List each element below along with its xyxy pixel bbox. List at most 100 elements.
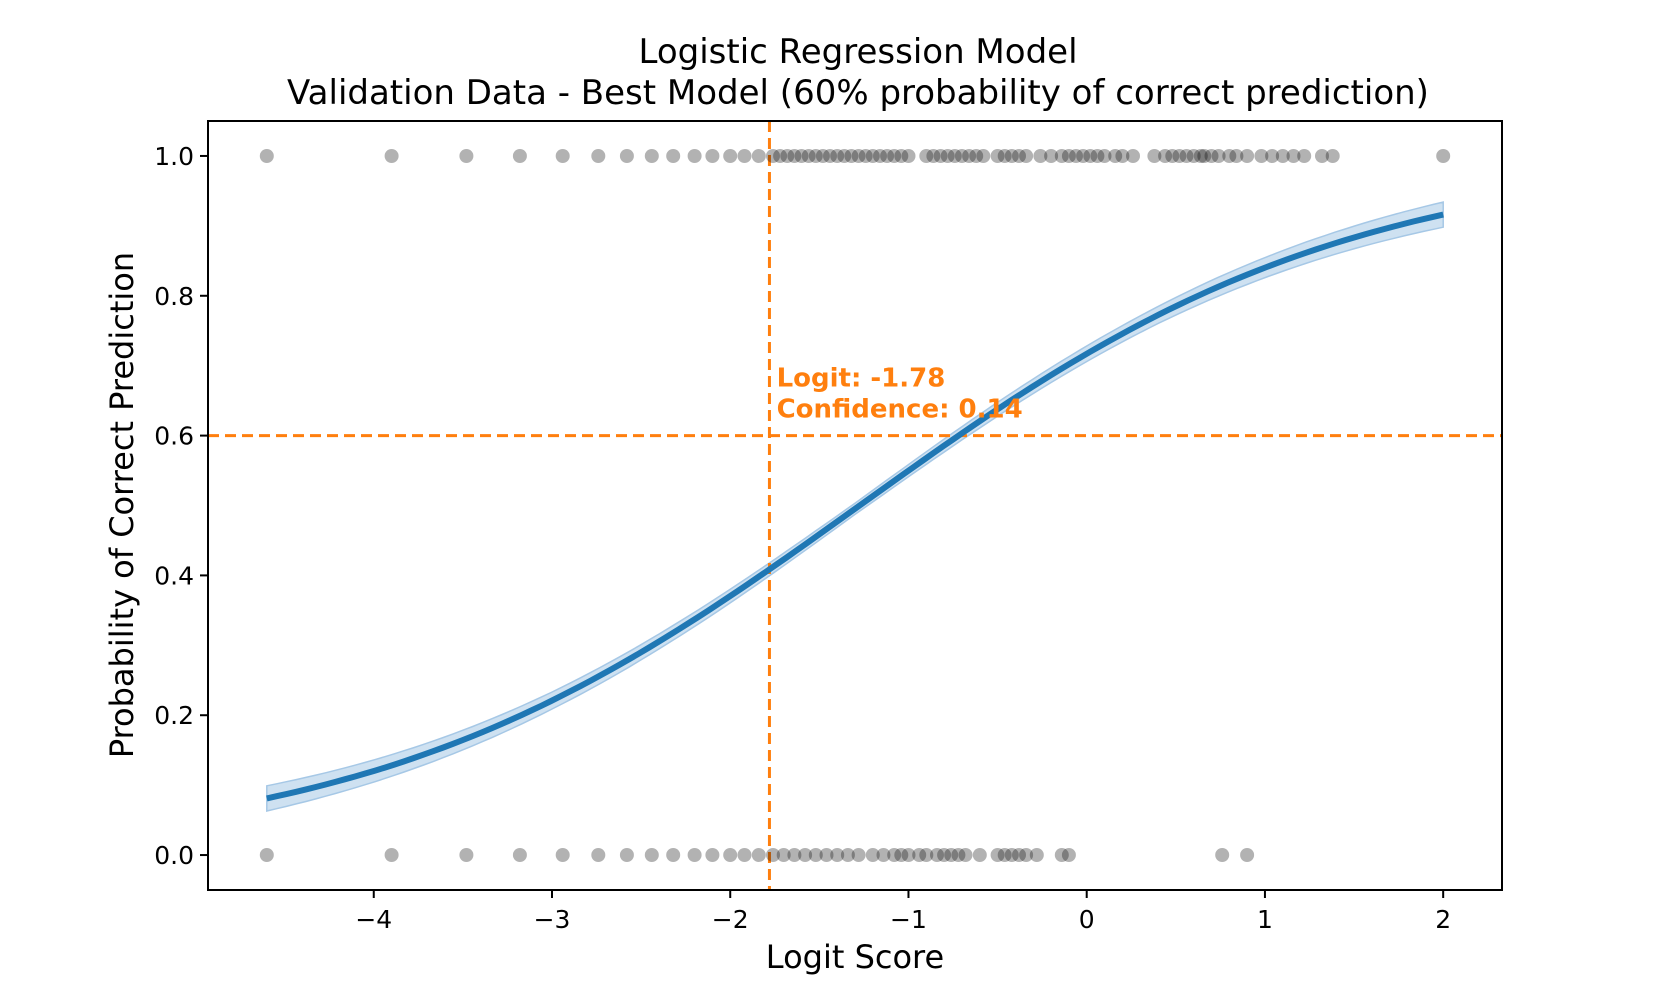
data-point bbox=[555, 848, 570, 862]
x-tick-label: 2 bbox=[1435, 905, 1451, 934]
data-point bbox=[894, 848, 909, 862]
data-point bbox=[990, 848, 1005, 862]
data-point bbox=[919, 149, 934, 163]
data-point bbox=[823, 149, 837, 163]
chart-title-line2: Validation Data - Best Model (60% probab… bbox=[287, 73, 1429, 113]
data-point bbox=[1436, 149, 1451, 163]
chart-title-line1: Logistic Regression Model bbox=[638, 32, 1077, 72]
data-point bbox=[737, 848, 752, 862]
data-point bbox=[1061, 149, 1076, 163]
data-point bbox=[819, 848, 834, 862]
data-point bbox=[737, 149, 752, 163]
x-tick-label: 0 bbox=[1079, 905, 1095, 934]
data-point bbox=[723, 149, 738, 163]
data-point bbox=[1115, 149, 1130, 163]
x-tick-label: −1 bbox=[890, 905, 927, 934]
data-point bbox=[844, 149, 859, 163]
data-point bbox=[976, 149, 991, 163]
data-point bbox=[930, 848, 944, 862]
data-point bbox=[459, 848, 474, 862]
data-point bbox=[1254, 149, 1269, 163]
data-point bbox=[1286, 149, 1301, 163]
x-tick-label: 1 bbox=[1257, 905, 1273, 934]
data-point bbox=[591, 848, 606, 862]
data-point bbox=[776, 848, 791, 862]
y-axis-label: Probability of Correct Prediction bbox=[103, 252, 141, 758]
data-point bbox=[947, 149, 962, 163]
data-point bbox=[801, 149, 816, 163]
data-point bbox=[644, 848, 659, 862]
data-point bbox=[837, 149, 852, 163]
data-point bbox=[1211, 149, 1226, 163]
data-point bbox=[773, 149, 788, 163]
data-point bbox=[926, 149, 941, 163]
data-point bbox=[666, 848, 681, 862]
data-point bbox=[384, 149, 399, 163]
data-point bbox=[555, 149, 570, 163]
data-point bbox=[619, 149, 634, 163]
data-point bbox=[873, 149, 887, 163]
data-point bbox=[865, 848, 880, 862]
data-point bbox=[997, 848, 1012, 862]
fit-curve bbox=[266, 211, 1444, 802]
fit-curve-layer bbox=[266, 211, 1444, 802]
data-point bbox=[815, 149, 830, 163]
data-point bbox=[808, 848, 823, 862]
data-point bbox=[951, 848, 966, 862]
y-tick-label: 0.2 bbox=[154, 701, 194, 730]
data-point bbox=[780, 149, 795, 163]
x-tick-label: −3 bbox=[534, 905, 571, 934]
data-point bbox=[990, 149, 1005, 163]
y-tick-label: 0.6 bbox=[154, 422, 194, 451]
data-point bbox=[705, 848, 720, 862]
data-point bbox=[259, 149, 274, 163]
data-point bbox=[972, 848, 987, 862]
data-point bbox=[1069, 149, 1083, 163]
data-point bbox=[1108, 149, 1123, 163]
data-point bbox=[1097, 149, 1112, 163]
x-tick-label: −4 bbox=[355, 905, 392, 934]
data-point bbox=[459, 149, 474, 163]
data-point bbox=[1315, 149, 1329, 163]
data-point bbox=[919, 848, 934, 862]
data-point bbox=[1061, 848, 1076, 862]
data-point bbox=[619, 848, 634, 862]
data-point bbox=[666, 149, 681, 163]
data-point bbox=[901, 149, 916, 163]
data-point bbox=[865, 149, 880, 163]
data-point bbox=[1054, 149, 1069, 163]
data-point bbox=[512, 848, 527, 862]
data-point bbox=[1265, 149, 1280, 163]
data-point bbox=[1240, 149, 1255, 163]
data-point bbox=[940, 149, 955, 163]
data-point bbox=[876, 848, 891, 862]
data-point bbox=[851, 848, 866, 862]
data-point bbox=[1004, 149, 1019, 163]
data-point bbox=[851, 149, 866, 163]
data-point bbox=[894, 149, 909, 163]
data-point bbox=[766, 149, 780, 163]
data-point bbox=[933, 149, 948, 163]
y-tick-label: 0.8 bbox=[154, 282, 194, 311]
data-point bbox=[1033, 149, 1048, 163]
data-point bbox=[751, 848, 766, 862]
data-point bbox=[1147, 149, 1162, 163]
x-axis-ticks: −4 −3 −2 −1 0 1 2 bbox=[355, 890, 1451, 934]
data-point bbox=[512, 149, 527, 163]
data-point bbox=[944, 848, 959, 862]
data-point bbox=[912, 848, 927, 862]
y-tick-label: 0.0 bbox=[154, 841, 194, 870]
data-point bbox=[259, 848, 274, 862]
data-point bbox=[969, 149, 984, 163]
data-point bbox=[1019, 848, 1034, 862]
data-point bbox=[887, 149, 902, 163]
data-point bbox=[880, 149, 895, 163]
data-point bbox=[1090, 149, 1105, 163]
data-point bbox=[1083, 149, 1098, 163]
data-point bbox=[1054, 848, 1069, 862]
data-point bbox=[887, 848, 902, 862]
data-point bbox=[997, 149, 1012, 163]
data-point bbox=[840, 848, 855, 862]
data-point bbox=[1179, 149, 1194, 163]
